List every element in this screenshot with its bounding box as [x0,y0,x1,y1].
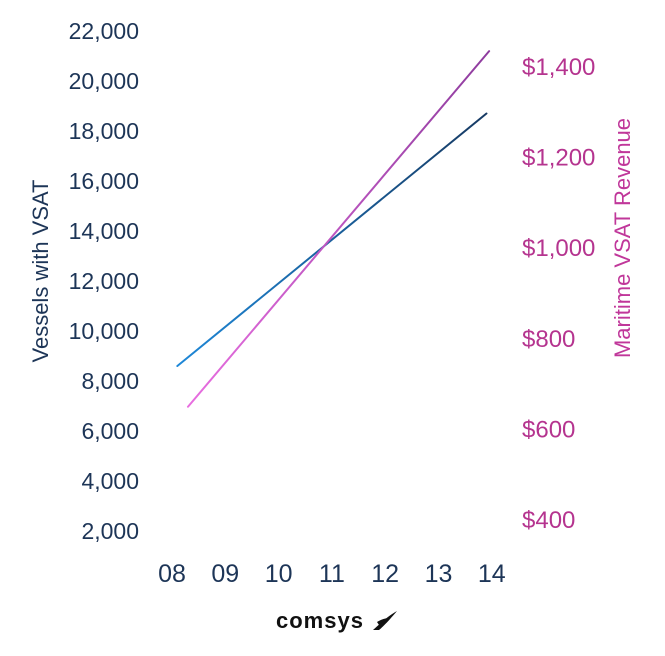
x-axis-ticks: 08 09 10 11 12 13 14 [158,560,506,588]
logo-text: comsys [276,608,364,633]
left-tick-label: 8,000 [81,368,139,394]
series-line-right [186,50,491,408]
left-tick-label: 18,000 [69,118,139,144]
left-tick-label: 4,000 [81,468,139,494]
right-axis-title: Maritime VSAT Revenue [610,118,635,358]
left-tick-label: 14,000 [69,218,139,244]
left-axis-ticks: 2,000 4,000 6,000 8,000 10,000 12,000 14,000 16… [69,18,139,544]
x-tick-label: 11 [319,560,345,588]
x-tick-label: 12 [371,560,399,588]
right-tick-label: $800 [522,326,575,353]
gridlines [155,30,505,532]
x-tick-label: 14 [478,560,506,588]
left-axis-title: Vessels with VSAT [28,180,53,363]
comsys-logo: comsys [276,606,400,636]
right-tick-label: $600 [522,416,575,443]
left-tick-label: 2,000 [81,518,139,544]
right-tick-label: $1,400 [522,54,595,81]
right-tick-label: $1,000 [522,235,595,262]
left-tick-label: 16,000 [69,168,139,194]
right-axis-ticks: $400 $600 $800 $1,000 $1,200 $1,400 [522,54,595,534]
left-tick-label: 22,000 [69,18,139,44]
series-line-left [176,112,488,367]
x-tick-label: 13 [425,560,453,588]
right-tick-label: $1,200 [522,145,595,172]
x-tick-label: 08 [158,560,186,588]
left-tick-label: 12,000 [69,268,139,294]
comsys-swoosh-icon [372,611,397,630]
left-tick-label: 6,000 [81,418,139,444]
series-lines [176,50,491,408]
left-tick-label: 10,000 [69,318,139,344]
right-tick-label: $400 [522,507,575,534]
x-tick-label: 09 [211,560,239,588]
left-tick-label: 20,000 [69,68,139,94]
x-tick-label: 10 [265,560,293,588]
